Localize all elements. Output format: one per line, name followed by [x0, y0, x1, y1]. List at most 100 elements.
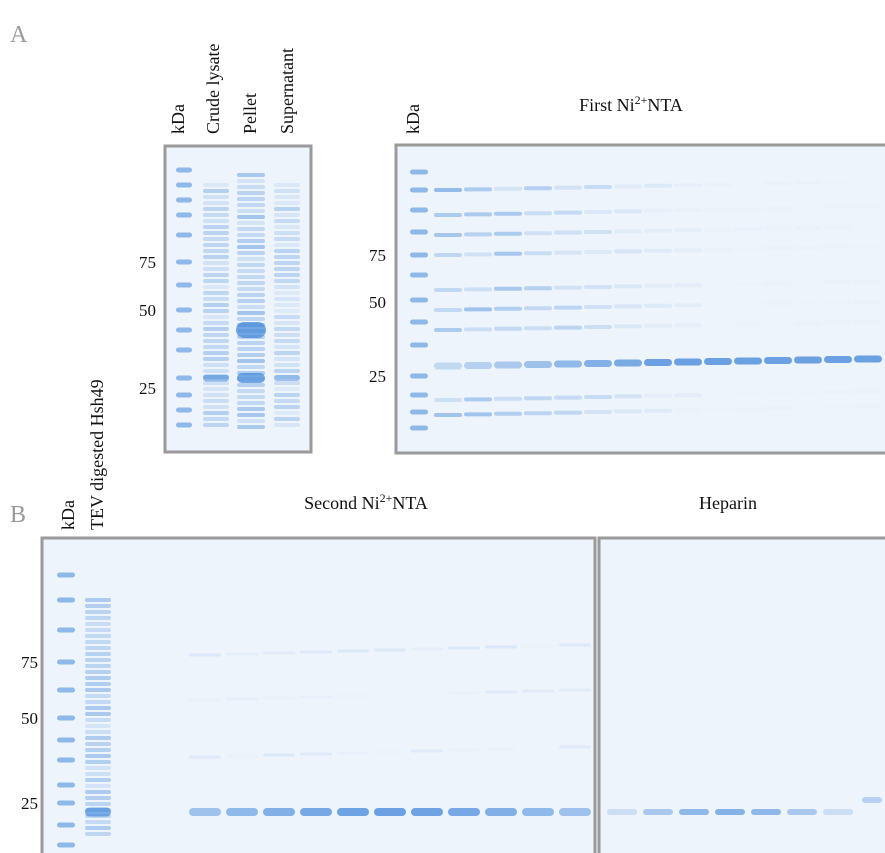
marker-label: 25 [369, 367, 386, 386]
band [237, 389, 265, 393]
ladder-band [57, 842, 75, 848]
band [237, 185, 265, 189]
band [274, 285, 300, 289]
ladder-band [57, 597, 75, 603]
band [300, 808, 332, 816]
band [559, 643, 591, 647]
band [226, 697, 258, 701]
gel-2-frame [394, 143, 885, 455]
band [554, 210, 582, 215]
band [85, 802, 111, 806]
band [237, 305, 265, 309]
band [203, 357, 229, 361]
band [764, 301, 792, 305]
band [85, 640, 111, 644]
band [679, 809, 709, 815]
band [274, 303, 300, 307]
band [464, 362, 492, 369]
band [584, 360, 612, 367]
band [85, 628, 111, 632]
band [704, 408, 732, 412]
band [854, 205, 882, 209]
band [237, 353, 265, 357]
band [854, 245, 882, 249]
band [464, 187, 492, 192]
band [274, 411, 300, 415]
band [522, 808, 554, 816]
band [274, 213, 300, 217]
band [274, 195, 300, 199]
band [274, 315, 300, 319]
band [274, 237, 300, 241]
band [787, 809, 817, 815]
band [854, 225, 882, 229]
band [237, 317, 265, 321]
band [494, 396, 522, 401]
band [274, 345, 300, 349]
band [85, 760, 111, 764]
band [464, 287, 492, 292]
band [434, 328, 462, 332]
band [203, 339, 229, 343]
band [434, 413, 462, 417]
band [704, 248, 732, 252]
marker-label: 50 [139, 301, 156, 320]
band [674, 248, 702, 253]
band [374, 694, 406, 697]
band [274, 231, 300, 235]
band [85, 652, 111, 656]
band [85, 766, 111, 770]
band [584, 185, 612, 189]
band [494, 186, 522, 191]
lane-label: kDa [403, 104, 423, 134]
band [494, 231, 522, 236]
band [644, 208, 672, 213]
band [203, 315, 229, 319]
band [226, 808, 258, 816]
band [494, 411, 522, 416]
band [337, 752, 369, 755]
ladder-band [410, 409, 428, 415]
band [854, 300, 882, 304]
band [85, 736, 111, 740]
band [203, 249, 229, 253]
band [824, 300, 852, 304]
ladder-band [176, 422, 192, 428]
band [237, 293, 265, 297]
band [237, 383, 265, 387]
band [274, 273, 300, 277]
band [203, 374, 229, 382]
band [274, 201, 300, 205]
band [203, 195, 229, 199]
lane-label: kDa [168, 104, 188, 134]
band [85, 790, 111, 794]
band [464, 232, 492, 237]
band [237, 233, 265, 237]
band [237, 413, 265, 417]
band [274, 405, 300, 409]
band [674, 208, 702, 212]
ladder-band [57, 800, 75, 806]
band [644, 323, 672, 328]
band [237, 221, 265, 225]
band [494, 326, 522, 331]
band [854, 405, 882, 409]
marker-label: 25 [21, 794, 38, 813]
band [715, 809, 745, 815]
band [524, 251, 552, 256]
band [485, 808, 517, 816]
band [704, 183, 732, 187]
band [607, 809, 637, 815]
band [734, 182, 762, 186]
band [448, 808, 480, 816]
band [854, 320, 882, 324]
band [203, 303, 229, 307]
band [203, 321, 229, 325]
band [448, 749, 480, 752]
band [237, 227, 265, 231]
band [203, 237, 229, 241]
band [203, 327, 229, 331]
band [794, 181, 822, 185]
band [584, 230, 612, 234]
band [824, 280, 852, 284]
